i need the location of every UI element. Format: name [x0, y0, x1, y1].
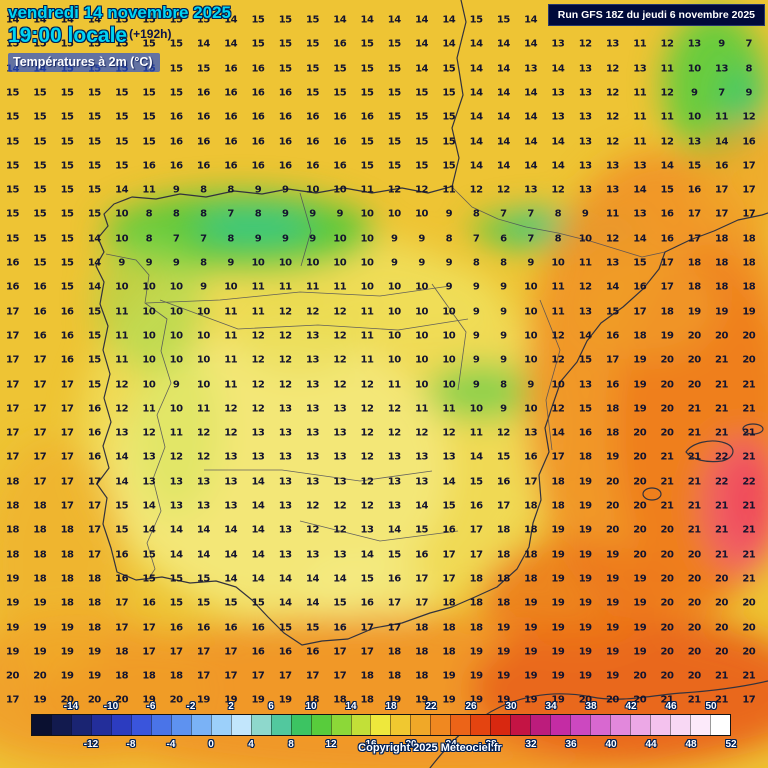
scale-swatch [430, 715, 451, 735]
scale-swatch [50, 715, 71, 735]
time-line: 19:00 locale (+192h) [8, 24, 231, 48]
scale-swatch [650, 715, 670, 735]
iberia-coastline [95, 186, 666, 646]
variable-label: Températures à 2m (°C) [8, 53, 160, 72]
scale-swatch [150, 715, 171, 735]
region-border [299, 192, 312, 267]
scale-swatch [250, 715, 271, 735]
scale-swatch [470, 715, 491, 735]
scale-swatch [130, 715, 151, 735]
region-border [204, 469, 433, 482]
color-scale-bar [31, 714, 731, 736]
scale-swatch [290, 715, 311, 735]
scale-swatch [190, 715, 211, 735]
scale-swatch [230, 715, 251, 735]
region-border [299, 520, 459, 542]
header: vendredi 14 novembre 2025 19:00 locale (+… [8, 3, 231, 72]
scale-swatch [210, 715, 231, 735]
scale-swatch [490, 715, 511, 735]
scale-swatch [32, 715, 51, 735]
scale-swatch [70, 715, 91, 735]
scale-swatch [330, 715, 351, 735]
scale-swatch [370, 715, 391, 735]
country-region-borders [105, 186, 666, 582]
region-border [431, 283, 467, 391]
ibiza-island [642, 487, 662, 501]
scale-swatch [670, 715, 690, 735]
portugal-spain-border [105, 253, 172, 582]
scale-swatch [390, 715, 411, 735]
scale-swatch [630, 715, 651, 735]
scale-swatch [510, 715, 531, 735]
scale-swatch [170, 715, 191, 735]
scale-swatch [350, 715, 371, 735]
time-label: 19:00 locale [8, 24, 128, 47]
scale-swatch [410, 715, 431, 735]
region-border [145, 285, 451, 304]
menorca-island [742, 423, 764, 435]
france-atlantic-coastline [451, 0, 467, 188]
forecast-offset-label: (+192h) [129, 27, 172, 41]
date-label: vendredi 14 novembre 2025 [8, 3, 232, 22]
pyrenees-border [451, 186, 666, 258]
scale-swatch [530, 715, 551, 735]
scale-swatch [450, 715, 471, 735]
scale-swatch [90, 715, 111, 735]
france-mediterranean-coastline [664, 212, 768, 253]
scale-swatch [590, 715, 611, 735]
region-border [539, 299, 561, 451]
run-info-box: Run GFS 18Z du jeudi 6 novembre 2025 [547, 4, 765, 26]
mallorca-island [685, 440, 734, 463]
scale-swatch [709, 715, 730, 735]
scale-swatch [570, 715, 591, 735]
scale-swatch [310, 715, 331, 735]
region-border [159, 299, 469, 331]
scale-swatch [689, 715, 710, 735]
scale-swatch [110, 715, 131, 735]
scale-swatch [270, 715, 291, 735]
scale-swatch [550, 715, 571, 735]
scale-swatch [610, 715, 631, 735]
copyright-label: Copyright 2025 Meteociel.fr [358, 742, 502, 754]
